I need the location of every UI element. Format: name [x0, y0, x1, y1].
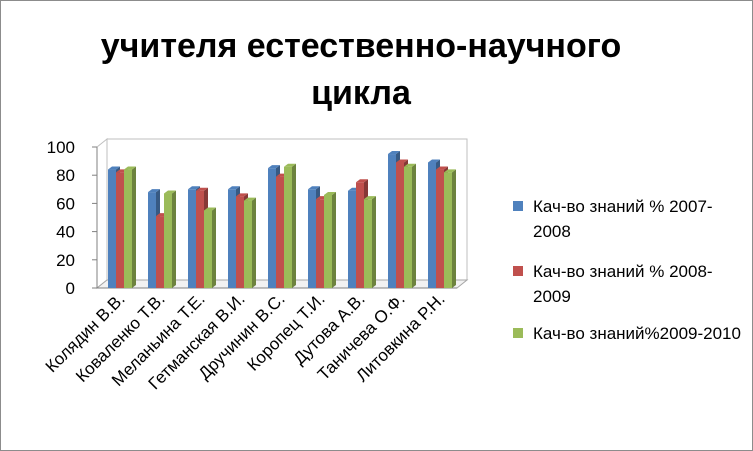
bar-top-0-3	[228, 186, 240, 190]
bar-side-2-5	[332, 191, 336, 288]
bar-2-3	[244, 200, 252, 288]
bar-2-7	[404, 166, 412, 288]
bar-top-0-8	[428, 159, 440, 163]
y-tick-label-5: 100	[47, 138, 75, 157]
bar-0-1	[148, 192, 156, 288]
bar-0-3	[228, 189, 236, 288]
bar-1-7	[396, 162, 404, 288]
bar-0-6	[348, 190, 356, 288]
bar-top-2-7	[404, 163, 416, 167]
bar-0-2	[188, 189, 196, 288]
legend-swatch-series-2	[513, 266, 523, 276]
bar-2-6	[364, 199, 372, 288]
bar-top-1-7	[396, 159, 408, 163]
bar-2-0	[124, 169, 132, 288]
legend-label-series-3: Кач-во знаний%2009-2010	[533, 324, 741, 343]
bar-top-2-1	[164, 190, 176, 194]
bar-1-4	[276, 176, 284, 288]
y-tick-label-3: 60	[56, 194, 75, 213]
y-tick-label-2: 40	[56, 223, 75, 242]
bar-side-2-8	[452, 169, 456, 288]
bar-top-2-0	[124, 166, 136, 170]
bar-1-5	[316, 199, 324, 288]
bar-side-2-7	[412, 163, 416, 288]
bar-1-2	[196, 190, 204, 288]
plot-side-wall	[96, 137, 108, 290]
bar-2-5	[324, 194, 332, 288]
y-tick-label-0: 0	[66, 279, 75, 298]
bar-0-4	[268, 168, 276, 288]
bar-top-1-8	[436, 166, 448, 170]
bar-top-1-3	[236, 193, 248, 197]
bar-top-0-7	[388, 151, 400, 155]
bar-2-1	[164, 193, 172, 288]
bar-0-8	[428, 162, 436, 288]
bar-top-0-2	[188, 186, 200, 190]
bar-1-6	[356, 182, 364, 288]
bar-0-0	[108, 169, 116, 288]
bar-side-2-2	[212, 207, 216, 288]
bar-0-5	[308, 189, 316, 288]
bar-2-4	[284, 166, 292, 288]
bar-top-2-5	[324, 191, 336, 195]
bar-top-2-2	[204, 207, 216, 211]
bar-top-0-5	[308, 186, 320, 190]
bar-1-3	[236, 196, 244, 288]
bar-top-0-4	[268, 165, 280, 169]
bar-side-2-0	[132, 166, 136, 288]
y-tick-label-1: 20	[56, 251, 75, 270]
legend-label-series-2: Кач-во знаний % 2008-2009	[533, 262, 713, 306]
legend-swatch-series-1	[513, 201, 523, 211]
y-tick-label-4: 80	[56, 166, 75, 185]
bar-top-1-2	[196, 187, 208, 191]
bar-side-2-3	[252, 197, 256, 288]
bar-2-8	[444, 172, 452, 288]
bar-1-8	[436, 169, 444, 288]
bar-0-7	[388, 154, 396, 288]
bar-top-2-3	[244, 197, 256, 201]
bar-top-0-0	[108, 166, 120, 170]
bar-top-1-6	[356, 179, 368, 183]
bar-side-2-4	[292, 163, 296, 288]
bar-top-0-1	[148, 189, 160, 193]
bar-top-2-8	[444, 169, 456, 173]
legend-swatch-series-3	[513, 328, 523, 338]
bar-top-2-6	[364, 196, 376, 200]
legend-label-series-1: Кач-во знаний % 2007-2008	[533, 197, 713, 241]
bar-side-2-1	[172, 190, 176, 288]
chart-title: учителя естественно-научного цикла	[100, 27, 622, 112]
bar-side-2-6	[372, 196, 376, 288]
bar-1-0	[116, 172, 124, 288]
bar-1-1	[156, 216, 164, 288]
bar-2-2	[204, 210, 212, 288]
bar-top-2-4	[284, 163, 296, 167]
